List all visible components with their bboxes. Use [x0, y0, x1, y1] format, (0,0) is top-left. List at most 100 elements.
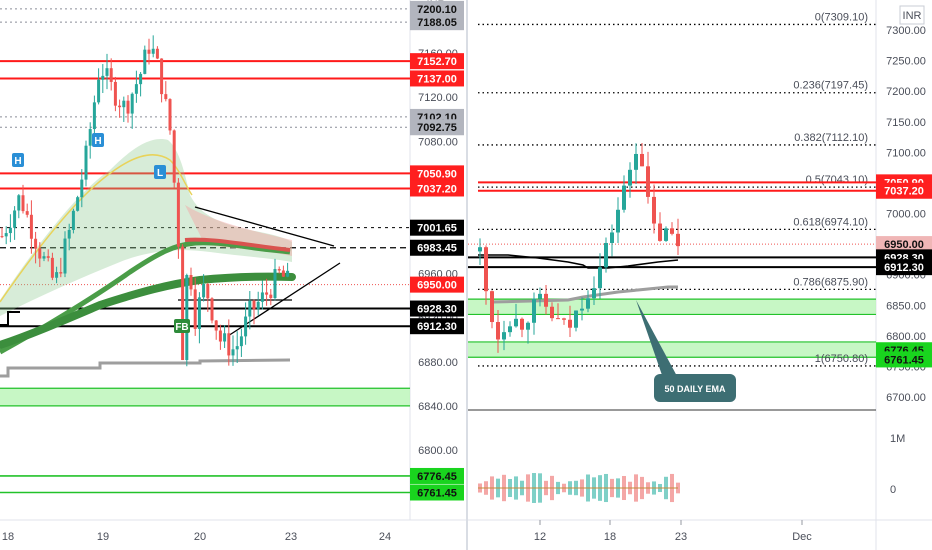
right-chart-pane[interactable]: 0(7309.10) 0.236(7197.45) 0.382(7112.10) 0.…	[466, 0, 932, 550]
candle-body	[92, 102, 96, 130]
candle-body	[610, 232, 614, 243]
candle-body	[21, 195, 25, 212]
volume-axis-tick-label: 0	[890, 484, 896, 496]
candle-body	[113, 81, 117, 106]
fib-level-label: 0.5(7043.10)	[806, 174, 868, 186]
candle-body	[59, 272, 63, 274]
fib-level-label: 0.382(7112.10)	[794, 132, 868, 144]
candle-body	[168, 99, 172, 131]
candle-body	[260, 292, 264, 302]
currency-label: INR	[903, 10, 922, 22]
y-axis-tick-label: 7100.00	[886, 147, 926, 159]
candle-body	[256, 301, 260, 310]
left-chart[interactable]: HHLFB7200.007160.007120.007080.007040.00…	[0, 0, 466, 550]
price-label-text: 6776.45	[417, 471, 457, 483]
fib-level-label: 0.236(7197.45)	[793, 80, 868, 92]
candle-body	[556, 318, 560, 320]
candle-body	[269, 294, 273, 298]
price-label-box-red	[410, 180, 464, 197]
x-axis-tick-label: 24	[379, 531, 391, 543]
price-label-text: 6950.00	[417, 280, 457, 292]
candle-body	[265, 292, 269, 295]
candle-body	[580, 308, 584, 311]
x-axis-tick-label: 23	[285, 531, 297, 543]
candle-body	[84, 145, 88, 180]
candle-body	[502, 332, 506, 340]
callout-box	[654, 374, 736, 402]
x-axis-tick-label: 18	[2, 531, 14, 543]
price-label-box-green	[876, 351, 932, 368]
candle-body	[544, 293, 548, 307]
candle-body	[151, 48, 155, 54]
candle-body	[63, 238, 67, 274]
trendline-upper	[194, 206, 335, 247]
left-chart-pane[interactable]: HHLFB7200.007160.007120.007080.007040.00…	[0, 0, 466, 550]
candle-body	[514, 318, 518, 327]
marker-text: H	[14, 156, 21, 167]
price-label-box-black	[410, 239, 464, 256]
candle-body	[520, 318, 524, 330]
candle-body	[214, 320, 218, 331]
candle-body	[160, 58, 164, 95]
price-label-text: 7001.65	[417, 223, 457, 235]
candle-body	[604, 242, 608, 268]
candle-body	[13, 210, 17, 228]
candle-body	[658, 223, 662, 241]
price-label-box-black	[410, 300, 464, 317]
price-axis-bg	[410, 0, 466, 550]
candle-body	[101, 75, 105, 80]
candle-body	[143, 49, 147, 74]
candle-body	[273, 269, 277, 298]
price-label-box-grey	[410, 119, 464, 136]
price-label-box-red	[410, 70, 464, 87]
candle-body	[670, 228, 674, 234]
candle-body	[277, 269, 281, 271]
price-label-text: 6912.30	[884, 262, 924, 274]
candle-body	[574, 310, 578, 328]
price-label-text: 6761.45	[884, 354, 924, 366]
callout-pointer	[636, 300, 678, 378]
y-axis-tick-label: 7080.00	[418, 136, 458, 148]
candle-body	[646, 166, 650, 197]
marker-text: L	[157, 168, 163, 179]
candle-body	[206, 283, 210, 299]
currency-badge	[899, 5, 925, 25]
candle-body	[122, 100, 126, 108]
price-label-box-green	[410, 484, 464, 501]
price-label-box-red	[410, 53, 464, 70]
candle-body	[478, 247, 482, 252]
candle-body	[97, 79, 101, 103]
candle-body	[210, 298, 214, 321]
candle-body	[71, 210, 75, 230]
candle-body	[181, 246, 185, 361]
candle-body	[17, 195, 21, 211]
ema-line-grey	[492, 285, 678, 304]
price-label-text: 6983.45	[417, 243, 457, 255]
price-label-box-grey	[410, 0, 464, 17]
y-axis-tick-label: 6800.00	[418, 445, 458, 457]
candle-body	[197, 297, 201, 329]
y-axis-tick-label: 6850.00	[886, 300, 926, 312]
candle-body	[76, 197, 80, 211]
y-axis-tick-label: 7000.00	[886, 209, 926, 221]
marker-badge-l	[154, 165, 166, 179]
candle-body	[202, 283, 206, 298]
candle-body	[34, 238, 38, 249]
x-axis-tick-label: 20	[194, 531, 206, 543]
price-label-text: 7050.90	[417, 168, 457, 180]
candle-body	[227, 333, 231, 356]
fib-level-label: 0.618(6974.10)	[793, 216, 868, 228]
candle-body	[496, 322, 500, 340]
y-axis-tick-label: 7300.00	[886, 25, 926, 37]
price-label-text: 7137.00	[417, 73, 457, 85]
right-chart[interactable]: 0(7309.10) 0.236(7197.45) 0.382(7112.10) 0.…	[468, 0, 932, 550]
fib-level-label: 1(6750.80)	[815, 353, 868, 365]
candle-body	[490, 291, 494, 323]
candle-body	[562, 318, 566, 320]
marker-badge-fb	[174, 319, 190, 333]
candle-body	[508, 326, 512, 333]
candle-body	[88, 129, 92, 146]
candle-body	[185, 275, 189, 361]
candle-body	[235, 346, 239, 350]
y-axis-tick-label: 6700.00	[886, 392, 926, 404]
